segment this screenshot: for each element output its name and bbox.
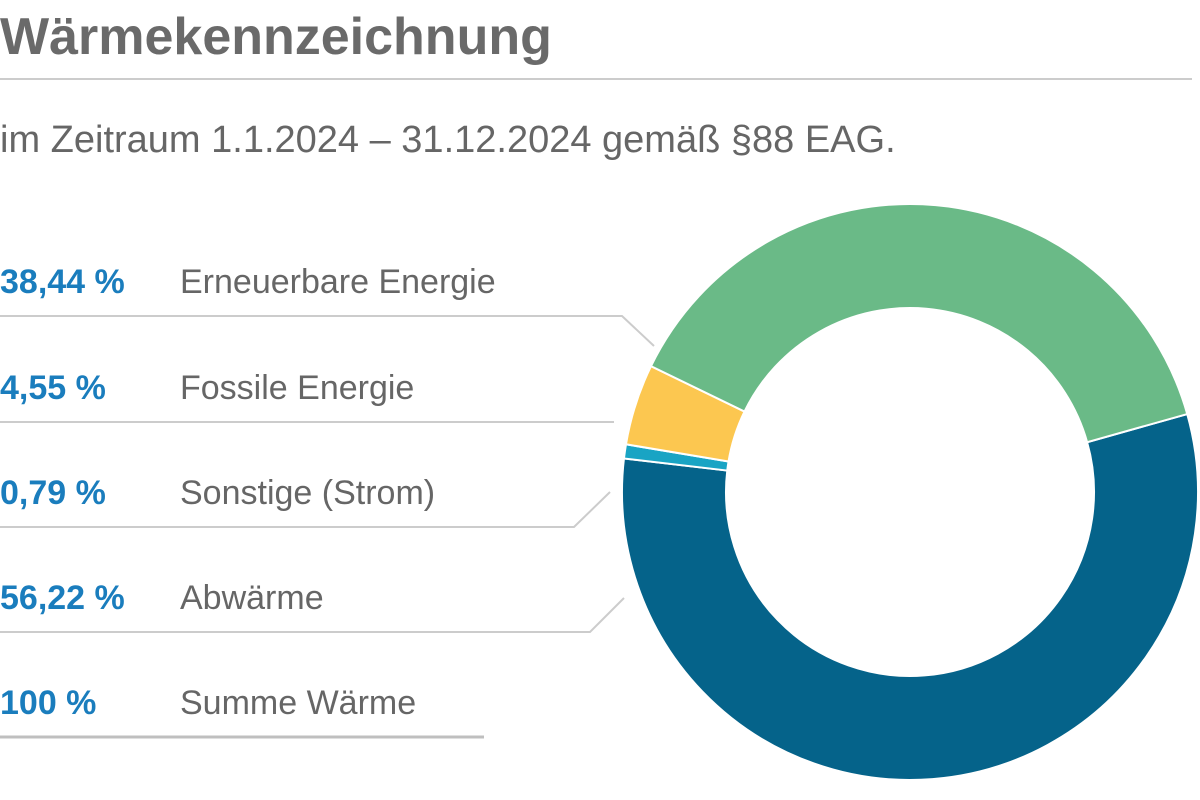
legend-label: Summe Wärme xyxy=(180,684,417,722)
page-subtitle: im Zeitraum 1.1.2024 – 31.12.2024 gemäß … xyxy=(0,119,896,161)
legend-value: 0,79 % xyxy=(0,474,106,512)
leader-lines xyxy=(0,315,655,739)
page-title: Wärmekennzeichnung xyxy=(0,8,552,66)
leader-line-abwaerme xyxy=(0,597,625,633)
legend-label: Sonstige (Strom) xyxy=(180,474,436,512)
legend-label: Erneuerbare Energie xyxy=(180,263,496,301)
leader-line-erneuerbare xyxy=(0,315,655,347)
legend-value: 4,55 % xyxy=(0,369,106,407)
slice-abwaerme xyxy=(621,412,1199,781)
legend-value: 100 % xyxy=(0,684,97,722)
legend-value: 56,22 % xyxy=(0,579,125,617)
legend-label: Abwärme xyxy=(180,579,324,617)
slice-erneuerbare xyxy=(649,203,1189,444)
title-divider xyxy=(0,78,1192,80)
donut-slices xyxy=(621,203,1199,781)
leader-line-sonstige xyxy=(0,491,611,528)
legend-value: 38,44 % xyxy=(0,263,125,301)
legend-label: Fossile Energie xyxy=(180,369,415,407)
